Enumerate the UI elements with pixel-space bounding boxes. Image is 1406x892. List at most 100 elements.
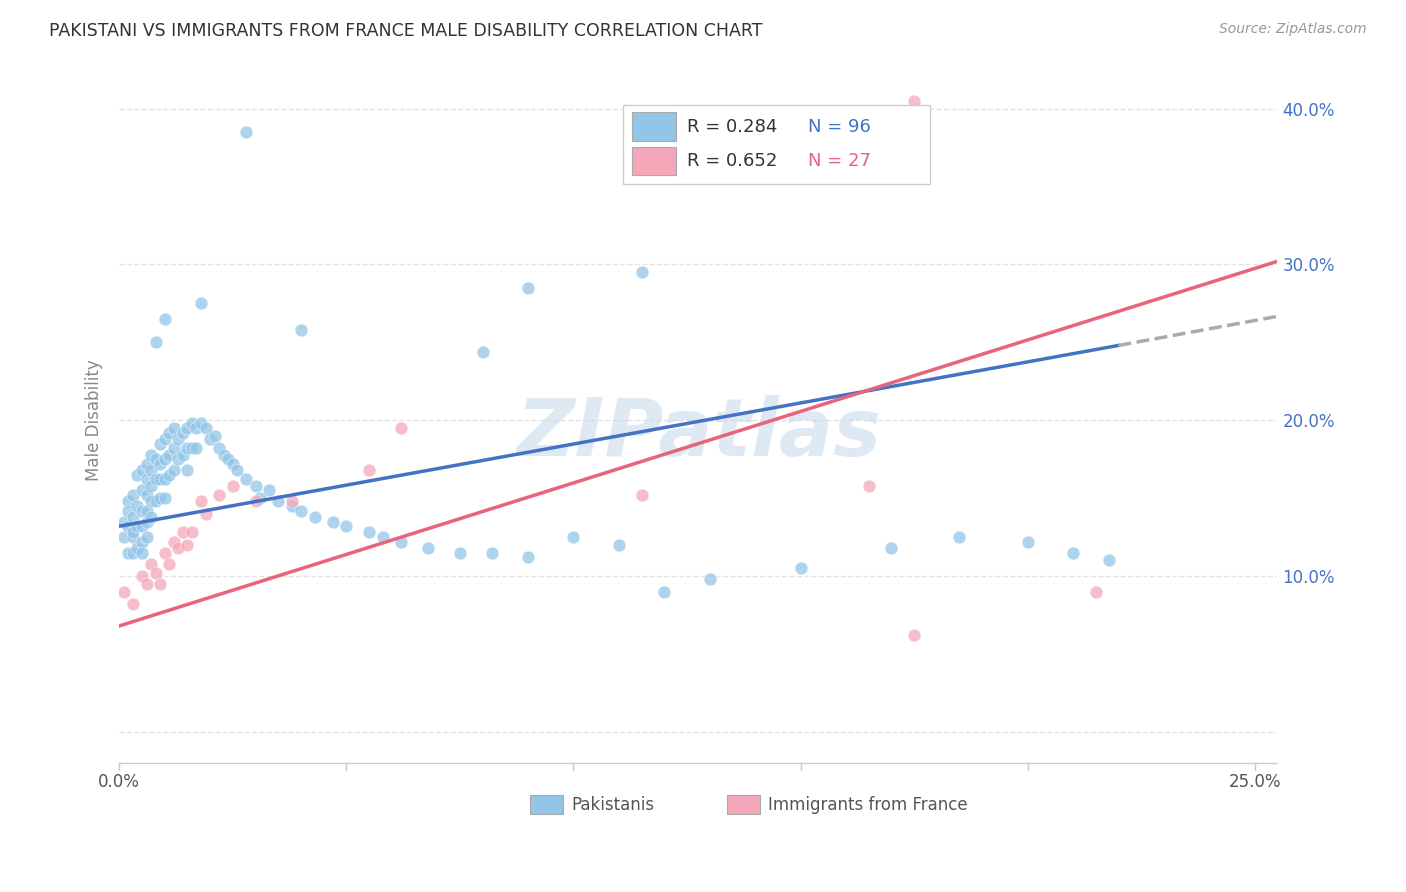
Point — [139, 509, 162, 524]
Point — [127, 499, 149, 513]
Point — [562, 530, 585, 544]
Point — [117, 503, 139, 517]
Point — [172, 525, 194, 540]
Point — [117, 546, 139, 560]
Point — [235, 473, 257, 487]
Point — [163, 534, 186, 549]
Bar — [633, 146, 676, 176]
Point — [789, 561, 811, 575]
Point — [139, 557, 162, 571]
Point — [389, 421, 412, 435]
Point — [135, 515, 157, 529]
Point — [145, 452, 167, 467]
Point — [153, 491, 176, 505]
Point — [176, 463, 198, 477]
Point — [135, 473, 157, 487]
Point — [157, 448, 180, 462]
Point — [335, 519, 357, 533]
Text: N = 96: N = 96 — [808, 118, 872, 136]
Point — [389, 534, 412, 549]
Point — [135, 488, 157, 502]
Point — [131, 503, 153, 517]
Point — [208, 488, 231, 502]
Point — [149, 457, 172, 471]
Point — [149, 491, 172, 505]
Point — [290, 503, 312, 517]
Point — [517, 281, 540, 295]
Point — [903, 94, 925, 108]
Point — [245, 478, 267, 492]
Text: Pakistanis: Pakistanis — [571, 796, 654, 814]
Point — [153, 473, 176, 487]
Point — [181, 417, 204, 431]
Point — [652, 584, 675, 599]
Point — [157, 467, 180, 482]
Point — [167, 452, 190, 467]
Point — [371, 530, 394, 544]
Point — [198, 432, 221, 446]
Point — [948, 530, 970, 544]
Point — [1084, 584, 1107, 599]
Point — [208, 442, 231, 456]
Point — [145, 335, 167, 350]
Point — [172, 425, 194, 440]
Point — [1098, 553, 1121, 567]
Point — [357, 525, 380, 540]
Point — [172, 448, 194, 462]
Point — [131, 483, 153, 498]
Point — [139, 478, 162, 492]
Text: R = 0.652: R = 0.652 — [686, 152, 778, 170]
Point — [163, 442, 186, 456]
Point — [249, 491, 271, 505]
Point — [1062, 546, 1084, 560]
Point — [153, 452, 176, 467]
Point — [281, 499, 304, 513]
Point — [149, 473, 172, 487]
Point — [471, 344, 494, 359]
Text: Immigrants from France: Immigrants from France — [768, 796, 967, 814]
Point — [117, 519, 139, 533]
Point — [190, 417, 212, 431]
Point — [186, 421, 208, 435]
Text: N = 27: N = 27 — [808, 152, 872, 170]
Point — [267, 494, 290, 508]
Point — [122, 530, 145, 544]
Point — [127, 519, 149, 533]
Point — [204, 429, 226, 443]
Point — [139, 448, 162, 462]
Point — [153, 312, 176, 326]
Point — [135, 530, 157, 544]
Point — [149, 577, 172, 591]
Point — [122, 509, 145, 524]
Text: R = 0.284: R = 0.284 — [686, 118, 778, 136]
Y-axis label: Male Disability: Male Disability — [86, 359, 103, 481]
Point — [176, 442, 198, 456]
Point — [145, 566, 167, 580]
Text: Source: ZipAtlas.com: Source: ZipAtlas.com — [1219, 22, 1367, 37]
Point — [257, 483, 280, 498]
Point — [176, 421, 198, 435]
Point — [122, 525, 145, 540]
Point — [416, 541, 439, 555]
Point — [163, 463, 186, 477]
Point — [449, 546, 471, 560]
Point — [122, 488, 145, 502]
Point — [131, 519, 153, 533]
Point — [157, 557, 180, 571]
Point — [357, 463, 380, 477]
Point — [222, 478, 245, 492]
Point — [122, 546, 145, 560]
Point — [304, 509, 326, 524]
Bar — [530, 796, 562, 814]
Point — [281, 494, 304, 508]
Point — [176, 538, 198, 552]
Point — [135, 503, 157, 517]
Point — [212, 448, 235, 462]
Bar — [727, 796, 759, 814]
Point — [145, 473, 167, 487]
Point — [139, 494, 162, 508]
Point — [112, 515, 135, 529]
Point — [127, 541, 149, 555]
Point — [194, 507, 217, 521]
Point — [167, 541, 190, 555]
